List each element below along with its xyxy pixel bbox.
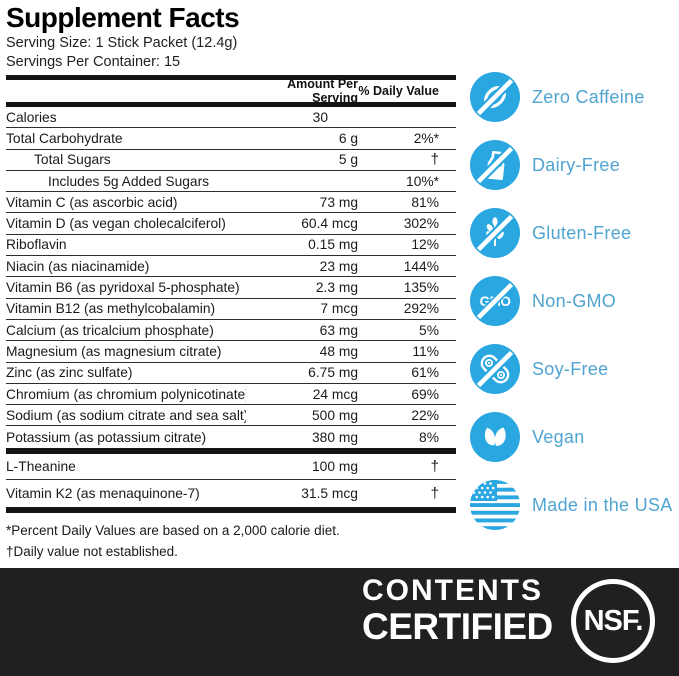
dv-column-header: % Daily Value <box>358 84 439 98</box>
section-divider-bar <box>6 75 456 80</box>
badge-vegan: Vegan <box>470 412 675 462</box>
badge-label: Vegan <box>532 426 585 447</box>
footnotes: *Percent Daily Values are based on a 2,0… <box>6 513 456 562</box>
badge-zero-caffeine: Zero Caffeine <box>470 72 675 122</box>
table-row-added-sugars: Includes 5g Added Sugars 10%* <box>6 171 456 193</box>
badge-label: Gluten-Free <box>532 222 632 243</box>
table-row-total-carbohydrate: Total Carbohydrate 6 g 2%* <box>6 128 456 150</box>
badge-label: Soy-Free <box>532 358 609 379</box>
table-header-row: Amount Per Serving % Daily Value <box>6 77 456 105</box>
table-row-calcium: Calcium (as tricalcium phosphate) 63 mg … <box>6 320 456 342</box>
table-row-vitamin-c: Vitamin C (as ascorbic acid) 73 mg 81% <box>6 192 456 214</box>
section-divider-bar <box>6 102 456 107</box>
amount-column-header: Amount Per Serving <box>287 77 358 105</box>
supplement-facts-panel: Supplement Facts Serving Size: 1 Stick P… <box>6 2 456 562</box>
no-gluten-icon <box>470 208 520 258</box>
table-row-vitamin-d: Vitamin D (as vegan cholecalciferol) 60.… <box>6 213 456 235</box>
badge-label: Non-GMO <box>532 290 617 311</box>
serving-size-text: Serving Size: 1 Stick Packet (12.4g) <box>6 35 238 51</box>
table-row-calories: Calories 30 <box>6 107 456 129</box>
section-divider-bar <box>6 447 456 454</box>
vegan-leaf-icon <box>470 412 520 462</box>
no-dairy-icon <box>470 140 520 190</box>
table-row-vitamin-b6: Vitamin B6 (as pyridoxal 5-phosphate) 2.… <box>6 277 456 299</box>
table-row-vitamin-b12: Vitamin B12 (as methylcobalamin) 7 mcg 2… <box>6 299 456 320</box>
usa-flag-icon <box>470 480 520 530</box>
table-row-chromium: Chromium (as chromium polynicotinate) 24… <box>6 384 456 406</box>
badge-non-gmo: GMO Non-GMO <box>470 276 675 326</box>
badge-gluten-free: Gluten-Free <box>470 208 675 258</box>
badge-dairy-free: Dairy-Free <box>470 140 675 190</box>
table-row-vitamin-k2: Vitamin K2 (as menaquinone-7) 31.5 mcg † <box>6 485 439 502</box>
table-row-potassium: Potassium (as potassium citrate) 380 mg … <box>6 429 439 445</box>
table-row-zinc: Zinc (as zinc sulfate) 6.75 mg 61% <box>6 363 456 384</box>
badge-label: Made in the USA <box>532 494 673 515</box>
banner-text: CONTENTS CERTIFIED <box>362 575 553 647</box>
footnote-daily-values: *Percent Daily Values are based on a 2,0… <box>6 522 340 538</box>
table-row-sodium: Sodium (as sodium citrate and sea salt) … <box>6 405 456 427</box>
panel-title: Supplement Facts <box>6 2 240 33</box>
badge-label: Dairy-Free <box>532 154 621 175</box>
nsf-logo-text: NSF. <box>583 604 644 637</box>
table-row-riboflavin: Riboflavin 0.15 mg 12% <box>6 235 456 257</box>
table-row-l-theanine: L-Theanine 100 mg † <box>6 454 456 481</box>
feature-badges: Zero Caffeine Dairy-Free <box>470 72 675 548</box>
badge-soy-free: Soy-Free <box>470 344 675 394</box>
servings-per-container-text: Servings Per Container: 15 <box>6 54 181 70</box>
banner-contents-text: CONTENTS <box>362 574 543 607</box>
nsf-certified-banner: CONTENTS CERTIFIED NSF. <box>0 568 679 676</box>
section-divider-bar <box>6 506 456 513</box>
no-caffeine-icon <box>470 72 520 122</box>
non-gmo-icon: GMO <box>470 276 520 326</box>
table-row-niacin: Niacin (as niacinamide) 23 mg 144% <box>6 256 456 278</box>
footnote-dagger: †Daily value not established. <box>6 543 178 559</box>
nsf-logo: NSF. <box>571 579 655 663</box>
badge-made-in-usa: Made in the USA <box>470 480 675 530</box>
table-row-total-sugars: Total Sugars 5 g † <box>6 150 456 171</box>
badge-label: Zero Caffeine <box>532 86 645 107</box>
banner-certified-text: CERTIFIED <box>362 606 553 647</box>
table-row-magnesium: Magnesium (as magnesium citrate) 48 mg 1… <box>6 341 456 363</box>
no-soy-icon <box>470 344 520 394</box>
